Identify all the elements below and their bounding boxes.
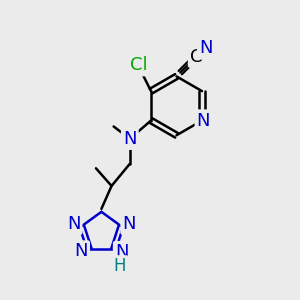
Text: N: N bbox=[197, 112, 210, 130]
Text: N: N bbox=[115, 243, 128, 261]
Text: N: N bbox=[122, 215, 136, 233]
Text: N: N bbox=[199, 39, 213, 57]
Text: N: N bbox=[67, 215, 80, 233]
Text: H: H bbox=[114, 257, 126, 275]
Text: Cl: Cl bbox=[130, 56, 148, 74]
Text: N: N bbox=[123, 130, 136, 148]
Text: C: C bbox=[190, 48, 203, 66]
Text: N: N bbox=[74, 242, 88, 260]
